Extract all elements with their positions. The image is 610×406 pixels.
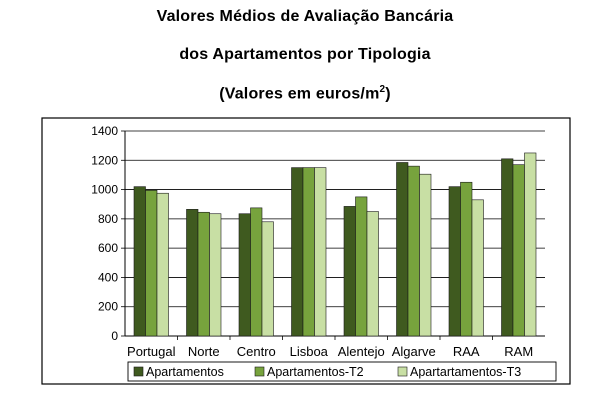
y-tick-label: 1000 <box>91 183 118 197</box>
x-category-label: Centro <box>237 344 276 359</box>
bar <box>396 162 409 337</box>
y-tick-label: 200 <box>98 300 118 314</box>
bar <box>186 209 199 337</box>
bar <box>407 165 420 337</box>
x-category-label: RAA <box>453 344 480 359</box>
chart-title-line-2: dos Apartamentos por Tipologia <box>179 46 431 63</box>
y-tick-label: 0 <box>111 329 118 343</box>
bar <box>156 192 169 337</box>
y-tick-label: 600 <box>98 241 118 255</box>
bar <box>261 221 274 337</box>
chart-title-line-3: (Valores em euros/m2) <box>0 84 610 103</box>
legend-label: Apartamentos <box>146 365 224 379</box>
title-units: (Valores em euros/m <box>219 85 380 103</box>
bar <box>501 158 514 337</box>
y-tick-label: 1200 <box>91 153 118 167</box>
bar <box>197 211 210 337</box>
bar <box>343 206 356 337</box>
x-category-label: Algarve <box>392 344 436 359</box>
x-category-label: Norte <box>188 344 220 359</box>
legend-swatch <box>397 366 408 377</box>
legend-box <box>127 361 557 382</box>
bar <box>238 213 251 337</box>
bar <box>366 211 379 337</box>
legend-label: Apartamentos-T2 <box>267 365 364 379</box>
title-units-close: ) <box>385 85 391 103</box>
bar <box>471 199 484 337</box>
bar <box>524 152 537 337</box>
bar <box>133 186 146 337</box>
x-category-label: Lisboa <box>290 344 329 359</box>
bar <box>209 213 222 337</box>
legend-swatch <box>133 366 144 377</box>
x-category-label: RAM <box>504 344 533 359</box>
bar <box>355 196 368 337</box>
y-tick-label: 1400 <box>91 124 118 138</box>
bar <box>302 167 315 337</box>
bar <box>460 181 473 337</box>
x-category-label: Portugal <box>127 344 176 359</box>
bar <box>145 190 158 337</box>
y-tick-label: 800 <box>98 212 118 226</box>
legend-swatch <box>254 366 265 377</box>
bar <box>419 173 432 337</box>
legend-label: Apartartamentos-T3 <box>410 365 521 379</box>
bar <box>512 164 525 337</box>
bar <box>314 167 327 337</box>
title-units-exponent: 2 <box>379 84 386 95</box>
y-tick-label: 400 <box>98 270 118 284</box>
bar <box>291 167 304 337</box>
bar <box>448 186 461 337</box>
x-category-label: Alentejo <box>338 344 385 359</box>
chart-title-line-1: Valores Médios de Avaliação Bancária <box>156 8 454 25</box>
bar <box>250 207 263 337</box>
